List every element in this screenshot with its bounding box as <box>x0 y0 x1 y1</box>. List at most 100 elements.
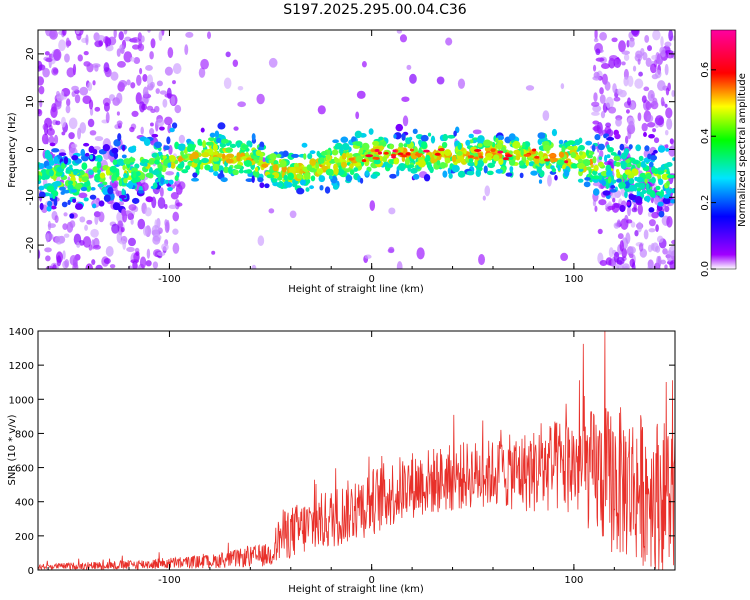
heatmap-cell <box>211 250 216 255</box>
heatmap-cell <box>638 71 643 77</box>
spectrogram-cells <box>38 30 675 269</box>
heatmap-cell <box>646 195 650 203</box>
heatmap-cell <box>159 90 167 95</box>
heatmap-cell <box>69 220 76 228</box>
heatmap-cell <box>132 262 138 269</box>
heatmap-cell <box>38 176 42 182</box>
heatmap-cell <box>233 126 239 131</box>
heatmap-cell <box>383 151 389 155</box>
heatmap-cell <box>398 142 404 148</box>
heatmap-cell <box>648 219 656 227</box>
heatmap-cell <box>58 39 66 52</box>
heatmap-cell <box>451 154 457 163</box>
heatmap-cell <box>153 141 162 149</box>
heatmap-cell <box>389 143 394 150</box>
heatmap-cell <box>159 165 163 172</box>
heatmap-cell <box>213 170 219 177</box>
heatmap-cell <box>163 116 173 126</box>
heatmap-cell <box>204 164 211 171</box>
heatmap-cell <box>373 159 381 165</box>
heatmap-cell <box>97 157 102 163</box>
heatmap-cell <box>597 143 605 151</box>
heatmap-cell <box>103 194 111 202</box>
heatmap-cell <box>487 162 495 169</box>
heatmap-cell <box>237 101 246 108</box>
heatmap-cell <box>523 153 531 157</box>
heatmap-cell <box>468 133 474 139</box>
heatmap-cell <box>354 130 363 139</box>
heatmap-cell <box>254 166 259 172</box>
heatmap-cell <box>128 237 136 247</box>
heatmap-cell <box>68 117 78 130</box>
heatmap-cell <box>191 177 199 182</box>
heatmap-cell <box>604 154 608 163</box>
heatmap-cell <box>456 151 463 156</box>
spectrogram-ylabel: Frequency (Hz) <box>7 112 18 188</box>
heatmap-cell <box>669 138 674 145</box>
heatmap-cell <box>512 140 521 149</box>
heatmap-cell <box>595 48 601 56</box>
heatmap-cell <box>187 143 195 152</box>
heatmap-cell <box>604 81 611 91</box>
heatmap-cell <box>473 156 479 160</box>
heatmap-cell <box>653 149 658 154</box>
heatmap-cell <box>592 75 601 81</box>
heatmap-cell <box>542 110 550 121</box>
heatmap-cell <box>109 165 118 173</box>
heatmap-cell <box>53 180 62 187</box>
heatmap-cell <box>651 54 658 60</box>
heatmap-cell <box>38 109 43 117</box>
heatmap-cell <box>377 151 383 155</box>
heatmap-cell <box>355 141 363 147</box>
heatmap-cell <box>504 154 513 158</box>
heatmap-cell <box>191 151 199 160</box>
heatmap-cell <box>660 189 665 198</box>
heatmap-cell <box>109 264 116 269</box>
heatmap-cell <box>66 67 75 78</box>
heatmap-cell <box>185 165 191 171</box>
heatmap-cell <box>184 44 189 56</box>
heatmap-cell <box>181 154 188 159</box>
heatmap-cell <box>123 158 131 165</box>
heatmap-cell <box>159 187 164 197</box>
y-tick-label: 0 <box>28 566 34 577</box>
heatmap-cell <box>650 154 658 161</box>
heatmap-cell <box>420 141 428 150</box>
heatmap-cell <box>600 63 610 69</box>
heatmap-cell <box>94 106 101 112</box>
heatmap-cell <box>615 117 622 127</box>
heatmap-cell <box>647 263 655 269</box>
heatmap-cell <box>131 167 138 173</box>
heatmap-cell <box>593 164 599 172</box>
y-tick-label: 10 <box>25 95 36 108</box>
heatmap-cell <box>115 170 120 178</box>
heatmap-cell <box>436 76 445 85</box>
heatmap-cell <box>586 166 592 171</box>
heatmap-cell <box>53 156 59 165</box>
heatmap-cell <box>393 134 397 139</box>
y-tick-label: 200 <box>15 532 34 543</box>
heatmap-cell <box>80 148 86 157</box>
heatmap-cell <box>606 136 615 141</box>
heatmap-cell <box>268 208 275 214</box>
heatmap-cell <box>118 178 123 187</box>
heatmap-cell <box>429 166 434 174</box>
chart-title: S197.2025.295.00.04.C36 <box>283 2 467 18</box>
heatmap-cell <box>146 248 151 259</box>
heatmap-cell <box>120 226 125 233</box>
heatmap-cell <box>423 173 431 182</box>
heatmap-cell <box>227 166 233 175</box>
heatmap-cell <box>657 80 666 92</box>
heatmap-cell <box>154 179 159 183</box>
heatmap-cell <box>607 176 612 184</box>
heatmap-cell <box>45 255 51 262</box>
heatmap-cell <box>619 143 625 151</box>
heatmap-cell <box>143 162 148 167</box>
heatmap-cell <box>613 96 621 102</box>
heatmap-cell <box>642 51 648 61</box>
heatmap-cell <box>309 167 316 173</box>
heatmap-cell <box>548 153 556 157</box>
heatmap-cell <box>123 30 128 35</box>
